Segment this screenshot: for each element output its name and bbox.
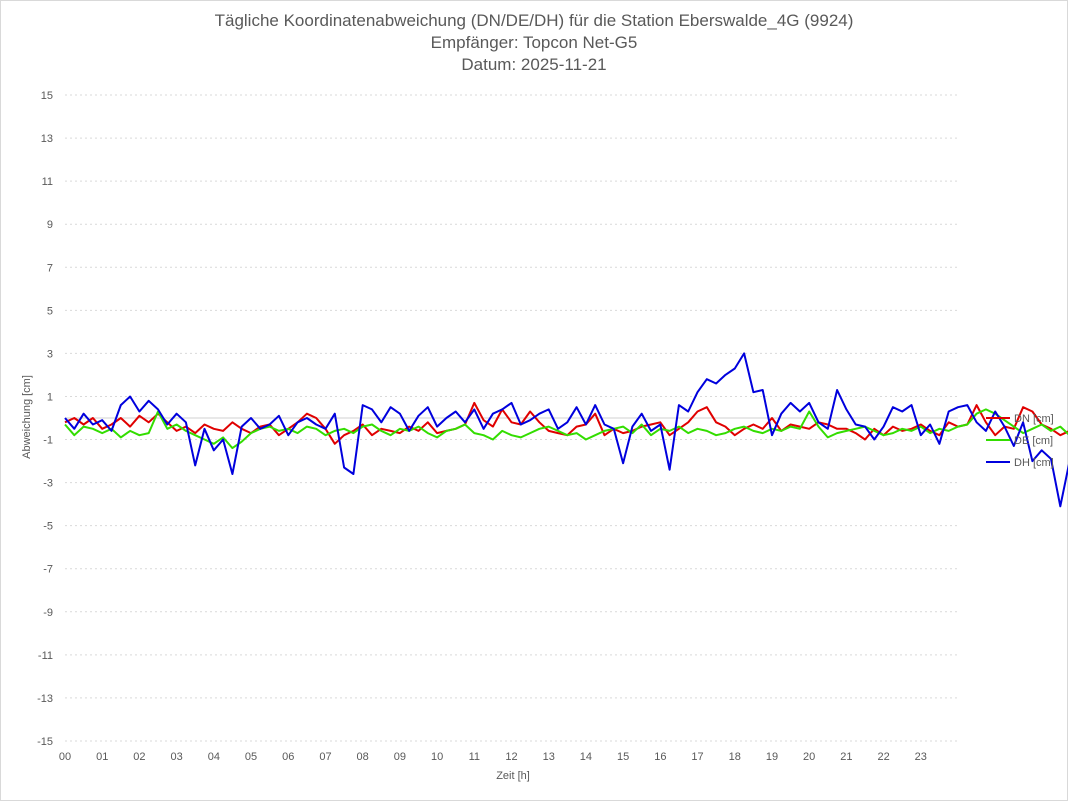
x-tick-label: 17 bbox=[691, 751, 703, 763]
x-tick-label: 20 bbox=[803, 751, 815, 763]
chart-subtitle: Empfänger: Topcon Net-G5 bbox=[430, 33, 638, 52]
y-tick-label: 3 bbox=[47, 348, 53, 360]
y-tick-label: 7 bbox=[47, 262, 53, 274]
y-axis-label: Abweichung [cm] bbox=[21, 375, 33, 459]
y-tick-label: -13 bbox=[37, 693, 53, 705]
series-group bbox=[64, 352, 1068, 508]
y-tick-label: 15 bbox=[41, 90, 53, 102]
y-tick-label: 11 bbox=[42, 176, 53, 188]
x-tick-label: 18 bbox=[729, 751, 741, 763]
x-tick-label: 21 bbox=[840, 751, 852, 763]
x-axis-label: Zeit [h] bbox=[496, 770, 530, 782]
chart-date: Datum: 2025-11-21 bbox=[461, 55, 607, 74]
x-tick-label: 06 bbox=[282, 751, 294, 763]
x-tick-label: 02 bbox=[133, 751, 145, 763]
chart-titles: Tägliche Koordinatenabweichung (DN/DE/DH… bbox=[0, 10, 1068, 76]
legend-label-dn: DN [cm] bbox=[1014, 413, 1054, 425]
x-tick-label: 04 bbox=[208, 751, 220, 763]
legend-label-dh: DH [cm] bbox=[1014, 457, 1054, 469]
x-tick-label: 12 bbox=[505, 751, 517, 763]
y-tick-label: 13 bbox=[41, 133, 53, 145]
y-tick-label: -15 bbox=[37, 736, 53, 748]
legend-label-de: DE [cm] bbox=[1014, 435, 1053, 447]
x-tick-label: 09 bbox=[394, 751, 406, 763]
x-tick-label: 01 bbox=[96, 751, 108, 763]
series-line-de bbox=[64, 408, 1068, 450]
y-tick-label: -1 bbox=[43, 435, 53, 447]
x-tick-label: 08 bbox=[357, 751, 369, 763]
series-line-dn bbox=[64, 401, 1068, 445]
y-tick-label: -5 bbox=[43, 521, 53, 533]
y-tick-label: -11 bbox=[38, 650, 53, 662]
x-tick-label: 00 bbox=[59, 751, 71, 763]
y-tick-label: -3 bbox=[43, 478, 53, 490]
y-tick-label: 1 bbox=[47, 391, 53, 403]
x-tick-label: 10 bbox=[431, 751, 443, 763]
y-axis-ticks: 15 13 11 9 7 5 3 1 -1 -3 -5 -7 -9 -11 -13 -15 bbox=[37, 90, 53, 748]
x-tick-label: 22 bbox=[877, 751, 889, 763]
y-tick-label: 5 bbox=[47, 305, 53, 317]
x-tick-label: 14 bbox=[580, 751, 592, 763]
x-tick-label: 11 bbox=[469, 751, 480, 763]
x-tick-label: 07 bbox=[319, 751, 331, 763]
x-tick-label: 19 bbox=[766, 751, 778, 763]
legend: DN [cm] DE [cm] DH [cm] bbox=[986, 413, 1054, 469]
y-tick-label: 9 bbox=[47, 219, 53, 231]
grid bbox=[65, 94, 958, 742]
x-tick-label: 16 bbox=[654, 751, 666, 763]
chart-title: Tägliche Koordinatenabweichung (DN/DE/DH… bbox=[214, 11, 854, 30]
x-tick-label: 23 bbox=[915, 751, 927, 763]
series-line-dh bbox=[64, 352, 1068, 508]
x-axis-ticks: 00 01 02 03 04 05 06 07 08 09 10 11 12 13 14 15 16 17 18 19… bbox=[59, 751, 927, 763]
x-tick-label: 15 bbox=[617, 751, 629, 763]
x-tick-label: 03 bbox=[171, 751, 183, 763]
y-tick-label: -9 bbox=[43, 607, 53, 619]
x-tick-label: 13 bbox=[543, 751, 555, 763]
x-tick-label: 05 bbox=[245, 751, 257, 763]
y-tick-label: -7 bbox=[43, 564, 53, 576]
